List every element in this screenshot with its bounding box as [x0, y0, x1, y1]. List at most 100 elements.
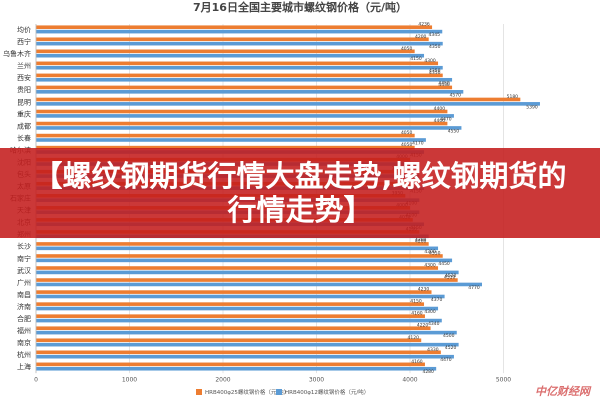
data-label: 4550: [448, 128, 460, 134]
y-tick-label: 成都: [17, 121, 31, 130]
data-label: 4160: [411, 311, 423, 317]
data-label: 4120: [407, 335, 419, 341]
data-label: 4570: [450, 92, 462, 98]
data-label: 4400: [434, 106, 446, 112]
y-tick-label: 兰州: [17, 61, 31, 70]
bar: [36, 29, 443, 34]
banner-text: 【螺纹钢期货行情大盘走势,螺纹钢期货的行情走势】: [33, 159, 567, 227]
bar: [36, 109, 448, 114]
bar: [36, 278, 458, 282]
bar: [36, 61, 439, 66]
x-tick-label: 5000: [496, 377, 511, 384]
y-tick-label: 南京: [17, 338, 31, 347]
data-label: 5390: [526, 104, 538, 110]
data-label: 4170: [412, 140, 424, 146]
bar: [36, 25, 433, 30]
watermark: 中亿财经网: [535, 385, 592, 398]
data-label: 4500: [443, 333, 455, 339]
data-label: 4350: [429, 44, 441, 50]
y-tick-label: 昆明: [17, 98, 31, 106]
bar: [36, 65, 443, 70]
data-label: 4300: [424, 58, 436, 64]
data-label: 4330: [427, 347, 439, 353]
data-label: 4280: [422, 369, 434, 375]
y-tick-label: 南宁: [17, 254, 31, 263]
bar: [36, 41, 443, 46]
bar: [36, 49, 415, 54]
y-tick-label: 西安: [17, 73, 31, 82]
data-label: 4400: [434, 118, 446, 124]
x-tick-label: 3000: [309, 377, 324, 384]
bar: [36, 290, 432, 294]
legend-swatch: [196, 389, 202, 395]
data-label: 4050: [401, 142, 413, 148]
data-label: 4236: [418, 22, 430, 28]
bar: [36, 97, 521, 102]
legend-swatch: [276, 389, 282, 395]
bar: [36, 133, 415, 138]
data-label: 4350: [429, 250, 441, 256]
bar: [36, 114, 454, 118]
bar: [36, 302, 425, 306]
data-label: 4050: [401, 46, 413, 52]
data-label: 4350: [429, 70, 441, 76]
x-tick-label: 4000: [402, 377, 417, 384]
data-label: 4450: [438, 80, 450, 86]
data-label: 4510: [444, 275, 456, 281]
data-label: 4520: [445, 345, 457, 351]
bar: [36, 126, 462, 130]
y-tick-label: 福州: [17, 326, 31, 335]
bar: [36, 314, 425, 318]
data-label: 4345: [429, 32, 441, 38]
y-tick-label: 长春: [17, 133, 31, 142]
data-label: 4340: [428, 321, 440, 327]
data-label: 4200: [415, 238, 427, 244]
y-tick-label: 武汉: [17, 266, 31, 275]
bar: [36, 145, 415, 150]
bar: [36, 73, 443, 78]
bar: [36, 326, 431, 331]
y-tick-label: 上海: [17, 362, 31, 371]
bar: [36, 362, 425, 367]
bar: [36, 294, 445, 299]
x-tick-label: 0: [34, 377, 38, 384]
bar: [36, 53, 425, 58]
data-label: 4200: [415, 237, 427, 243]
banner: 【螺纹钢期货行情大盘走势,螺纹钢期货的行情走势】: [0, 148, 600, 238]
y-tick-label: 均价: [17, 25, 31, 34]
bar: [36, 350, 441, 355]
bar: [36, 138, 426, 142]
x-tick-label: 1000: [122, 377, 137, 384]
y-tick-label: 西宁: [17, 37, 31, 46]
data-label: 5180: [507, 94, 519, 100]
y-tick-label: 合肥: [17, 314, 31, 323]
y-tick-label: 广州: [17, 278, 31, 287]
legend-label: HRB400φ12螺纹钢价格（元/吨）: [285, 388, 369, 396]
bar: [36, 102, 540, 106]
bar: [36, 318, 442, 323]
bar: [36, 306, 439, 311]
bar: [36, 266, 439, 270]
bar: [36, 338, 422, 343]
bar: [36, 270, 459, 275]
data-label: 4050: [401, 130, 413, 136]
data-label: 4450: [438, 82, 450, 88]
data-label: 4200: [415, 34, 427, 40]
y-tick-label: 南昌: [17, 290, 31, 299]
data-label: 4350: [429, 68, 441, 74]
y-tick-label: 济南: [17, 302, 31, 311]
bar: [36, 258, 453, 263]
data-label: 4150: [410, 56, 422, 62]
data-label: 4300: [424, 309, 436, 315]
legend-label: HRB400φ25螺纹钢价格（元/吨）: [205, 388, 289, 396]
bar: [36, 246, 439, 251]
y-tick-label: 贵阳: [17, 85, 31, 94]
data-label: 4230: [418, 287, 430, 293]
data-label: 4300: [424, 263, 436, 269]
bar: [36, 282, 482, 287]
data-label: 4370: [431, 297, 443, 303]
data-label: 4470: [440, 116, 452, 122]
bar: [36, 242, 429, 246]
